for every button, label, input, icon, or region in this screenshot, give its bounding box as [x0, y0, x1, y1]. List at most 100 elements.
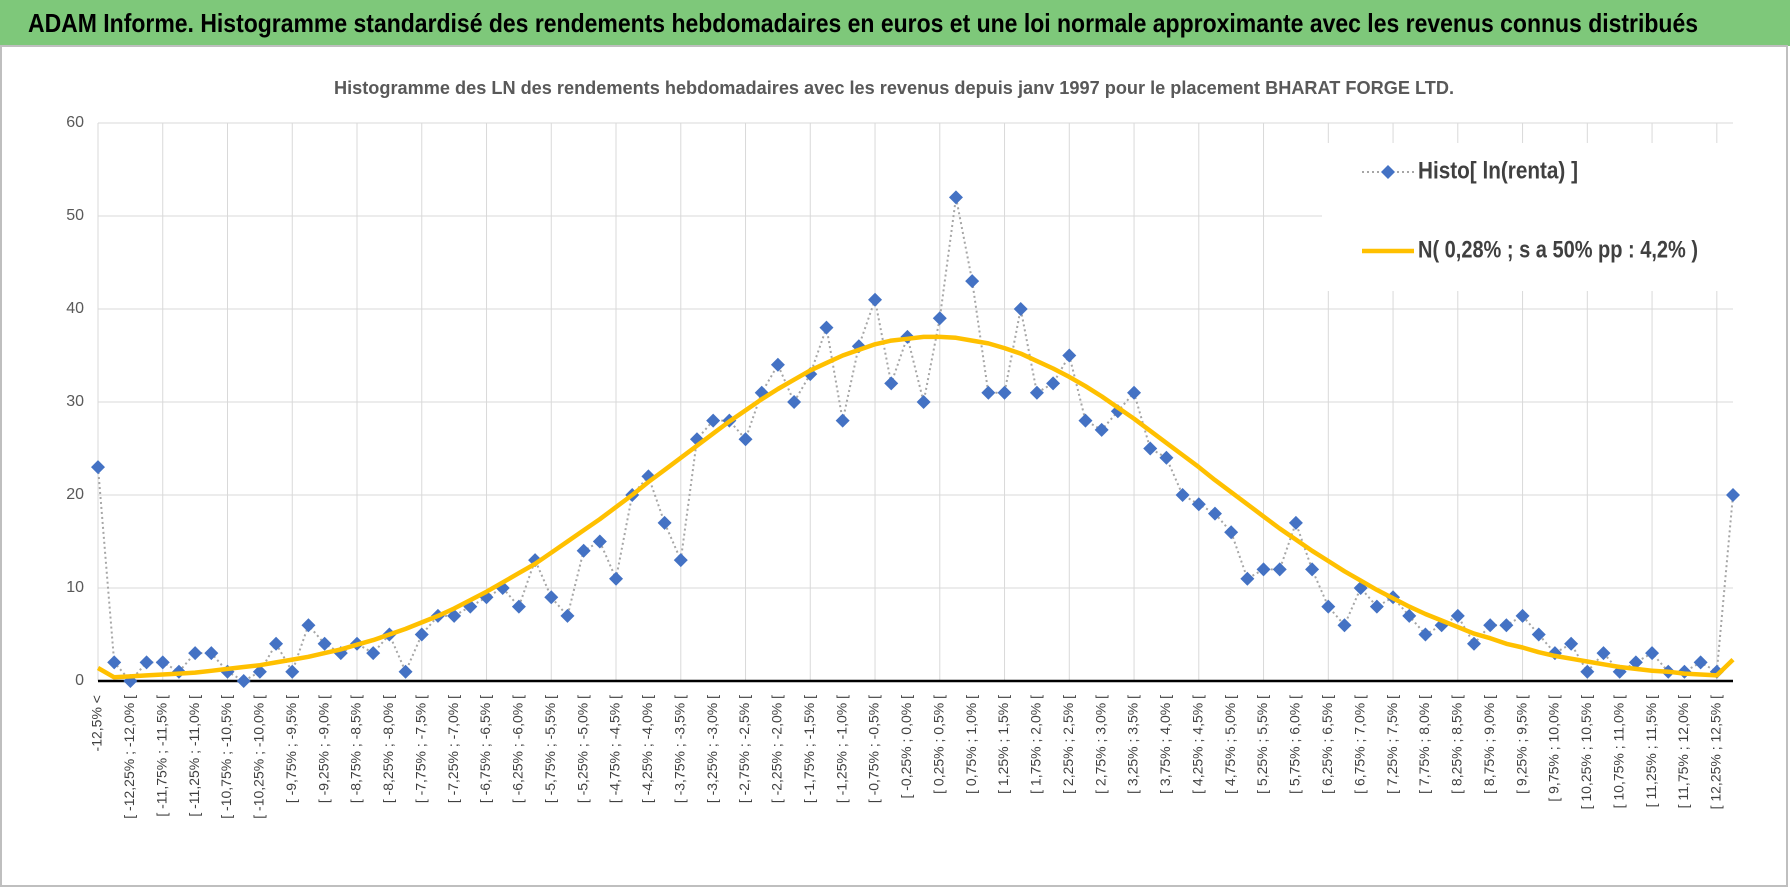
x-tick-label: [ 3,25% ; 3,5% [ [1125, 695, 1141, 794]
x-tick-label: [ -9,25% ; -9,0% [ [315, 695, 331, 803]
x-tick-label: [ 0,75% ; 1,0% [ [963, 695, 979, 794]
data-point [1288, 515, 1303, 530]
data-point [1143, 441, 1158, 456]
chart-title: Histogramme des LN des rendements hebdom… [334, 78, 1454, 98]
data-point [997, 385, 1012, 400]
data-point [1191, 497, 1206, 512]
x-tick-label: [ 0,25% ; 0,5% [ [930, 695, 946, 794]
data-point [1515, 608, 1530, 623]
data-point [706, 413, 721, 428]
data-point [317, 636, 332, 651]
x-tick-label: [ 7,25% ; 7,5% [ [1384, 695, 1400, 794]
data-point [1046, 376, 1061, 391]
data-point [1207, 506, 1222, 521]
data-point [916, 395, 931, 409]
data-point [1466, 636, 1481, 651]
data-point [1337, 618, 1352, 633]
y-tick-label: 10 [66, 579, 84, 596]
x-tick-label: [ -11,25% ; -11,0% [ [186, 695, 202, 817]
x-tick-label: [ 2,25% ; 2,5% [ [1060, 695, 1076, 794]
data-point [188, 646, 203, 661]
x-tick-label: [ 9,75% ; 10,0% [ [1546, 695, 1562, 802]
x-tick-label: [ -12,25% ; -12,0% [ [121, 695, 137, 819]
data-point [657, 515, 672, 530]
data-point [1321, 599, 1336, 614]
x-tick-label: [ 2,75% ; 3,0% [ [1092, 695, 1108, 794]
y-tick-label: 50 [66, 207, 84, 224]
data-point [673, 553, 688, 568]
data-point [1224, 525, 1239, 540]
data-point [1272, 562, 1287, 577]
x-tick-label: [ 4,75% ; 5,0% [ [1222, 695, 1238, 794]
x-tick-label: [ 10,25% ; 10,5% [ [1578, 695, 1594, 810]
legend-label: Histo[ ln(renta) ] [1418, 157, 1578, 184]
data-point [1256, 562, 1271, 577]
data-point [1693, 655, 1708, 670]
data-point [1240, 571, 1255, 586]
data-point [1499, 618, 1514, 633]
data-point [1029, 385, 1044, 400]
data-point [592, 534, 607, 549]
x-tick-label: [ -10,75% ; -10,5% [ [218, 695, 234, 819]
x-tick-label: [ -7,75% ; -7,5% [ [412, 695, 428, 803]
x-tick-label: [ 5,25% ; 5,5% [ [1254, 695, 1270, 794]
x-tick-label: [ -11,75% ; -11,5% [ [153, 695, 169, 817]
banner-bar [0, 0, 1790, 46]
x-tick-label: [ 11,75% ; 12,0% [ [1675, 695, 1691, 808]
data-point [1450, 608, 1465, 623]
data-point [91, 460, 105, 475]
x-tick-label: [ -3,75% ; -3,5% [ [671, 695, 687, 803]
data-point [139, 655, 154, 670]
x-tick-label: [ 9,25% ; 9,5% [ [1513, 695, 1529, 794]
x-tick-label: [ 3,75% ; 4,0% [ [1157, 695, 1173, 794]
x-tick-label: [ 11,25% ; 11,5% [ [1643, 695, 1659, 807]
x-tick-label: [ -1,75% ; -1,5% [ [801, 695, 817, 803]
data-point [835, 413, 850, 428]
x-tick-label: [ -6,25% ; -6,0% [ [510, 695, 526, 803]
data-point [269, 636, 284, 651]
x-tick-label: [ 1,25% ; 1,5% [ [995, 695, 1011, 794]
data-point [609, 571, 624, 586]
data-point [576, 543, 591, 558]
x-tick-label: [ -1,25% ; -1,0% [ [833, 695, 849, 803]
data-point [787, 395, 802, 409]
data-point [770, 357, 785, 372]
data-point [544, 590, 559, 605]
x-tick-label: [ -4,75% ; -4,5% [ [607, 695, 623, 803]
x-tick-label: [ 1,75% ; 2,0% [ [1028, 695, 1044, 794]
y-tick-label: 60 [66, 114, 84, 131]
y-tick-label: 40 [66, 300, 84, 317]
x-tick-label: [ 5,75% ; 6,0% [ [1287, 695, 1303, 794]
data-point [981, 385, 996, 400]
series-line [96, 334, 1735, 680]
data-point [414, 627, 429, 642]
x-tick-label: [ -2,25% ; -2,0% [ [769, 695, 785, 803]
data-point [1418, 627, 1433, 642]
data-point [1645, 646, 1660, 661]
data-point [204, 646, 219, 661]
x-tick-label: [ -5,25% ; -5,0% [ [574, 695, 590, 803]
data-point [1564, 636, 1579, 651]
data-point [1094, 422, 1109, 437]
x-tick-label: [ -0,25% ; 0,0% [ [898, 695, 914, 799]
legend-label: N( 0,28% ; s a 50% pp : 4,2% ) [1418, 236, 1698, 263]
data-point [1580, 664, 1595, 679]
data-point [1628, 655, 1643, 670]
y-tick-label: 0 [75, 672, 84, 689]
x-tick-label: [ -8,25% ; -8,0% [ [380, 695, 396, 803]
data-point [1305, 562, 1320, 577]
x-tick-label: [ -8,75% ; -8,5% [ [348, 695, 364, 803]
data-point [511, 599, 526, 614]
x-tick-label: [ -4,25% ; -4,0% [ [639, 695, 655, 803]
data-point [884, 376, 899, 391]
legend-marker [1381, 165, 1395, 179]
data-point [107, 655, 122, 670]
x-tick-label: [ 6,75% ; 7,0% [ [1351, 695, 1367, 794]
x-tick-label: [ -10,25% ; -10,0% [ [251, 695, 267, 819]
data-point [252, 664, 267, 679]
y-tick-label: 20 [66, 486, 84, 503]
data-point [1402, 608, 1417, 623]
x-tick-label: [ -5,75% ; -5,5% [ [542, 695, 558, 803]
data-point [1078, 413, 1093, 428]
data-point [1175, 488, 1190, 502]
